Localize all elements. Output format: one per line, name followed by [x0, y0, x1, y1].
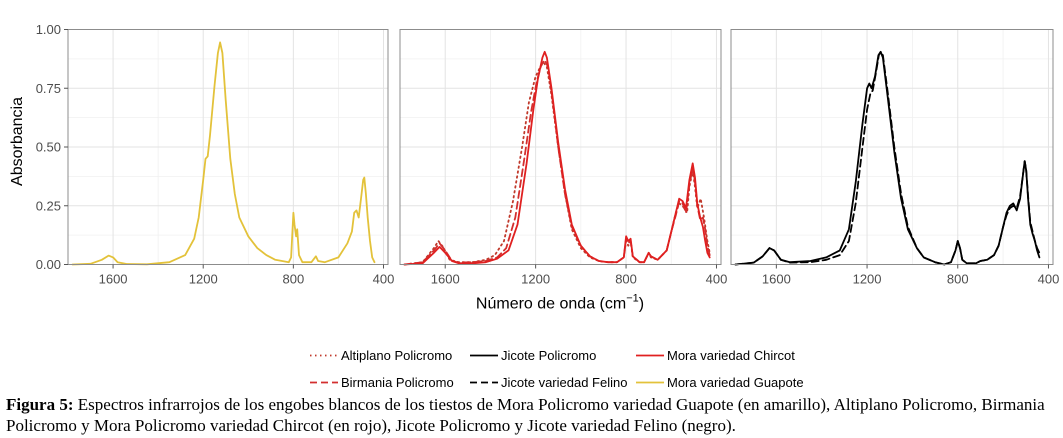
legend-item: Jicote variedad Felino [470, 375, 627, 390]
x-tick-label: 1600 [99, 272, 128, 287]
x-tick-label: 400 [1038, 272, 1060, 287]
x-tick-label: 400 [373, 272, 395, 287]
legend-item: Birmania Policromo [310, 375, 454, 390]
series-line-jicote-variedad-felino [734, 50, 1041, 266]
legend-label: Jicote Policromo [501, 348, 596, 363]
x-tick-label: 1200 [189, 272, 218, 287]
legend-item: Altiplano Policromo [310, 348, 452, 363]
x-axis-title-end: ) [639, 296, 644, 313]
x-tick-label: 800 [615, 272, 637, 287]
x-tick-label: 800 [947, 272, 969, 287]
legend-label: Jicote variedad Felino [501, 375, 627, 390]
x-tick-label: 1200 [521, 272, 550, 287]
caption-text: Espectros infrarrojos de los engobes bla… [6, 395, 1045, 435]
legend-label: Birmania Policromo [341, 375, 454, 390]
caption-label: Figura 5: [6, 395, 74, 414]
panel-3: 1600 1200 800 400 [730, 29, 1060, 287]
legend-item: Mora variedad Guapote [636, 375, 804, 390]
y-axis-title: Absorbancia [9, 97, 26, 186]
x-axis-title-sup: −1 [626, 293, 639, 305]
panel-1: 1600 1200 800 400 0.00 0.25 0.50 0.75 1.00 [36, 22, 395, 287]
x-tick-label: 400 [706, 272, 728, 287]
x-axis-title-main: Número de onda (cm [476, 296, 626, 313]
x-tick-label: 800 [283, 272, 305, 287]
y-tick-label: 0.75 [36, 81, 61, 96]
y-tick-label: 1.00 [36, 22, 61, 37]
x-tick-label: 1600 [762, 272, 791, 287]
legend-item: Mora variedad Chircot [636, 348, 795, 363]
legend-label: Altiplano Policromo [341, 348, 452, 363]
legend-label: Mora variedad Chircot [667, 348, 795, 363]
panel-border [730, 29, 1054, 265]
y-tick-label: 0.25 [36, 198, 61, 213]
legend-label: Mora variedad Guapote [667, 375, 804, 390]
series-line-mora-variedad-guapote [71, 41, 376, 266]
panels-group: 1600 1200 800 400 0.00 0.25 0.50 0.75 1.00 1600 12… [36, 22, 1060, 287]
figure-caption: Figura 5: Espectros infrarrojos de los e… [6, 394, 1058, 436]
panel-border [399, 29, 722, 265]
legend: Altiplano Policromo Jicote Policromo Mora … [310, 348, 804, 390]
legend-item: Jicote Policromo [470, 348, 596, 363]
panel-2: 1600 1200 800 400 [399, 29, 728, 287]
y-tick-label: 0.00 [36, 257, 61, 272]
x-axis-title: Número de onda (cm−1) [476, 293, 644, 313]
x-tick-label: 1600 [431, 272, 460, 287]
y-tick-label: 0.50 [36, 140, 61, 155]
series-line-mora-variedad-chircot [403, 50, 711, 266]
x-tick-label: 1200 [853, 272, 882, 287]
